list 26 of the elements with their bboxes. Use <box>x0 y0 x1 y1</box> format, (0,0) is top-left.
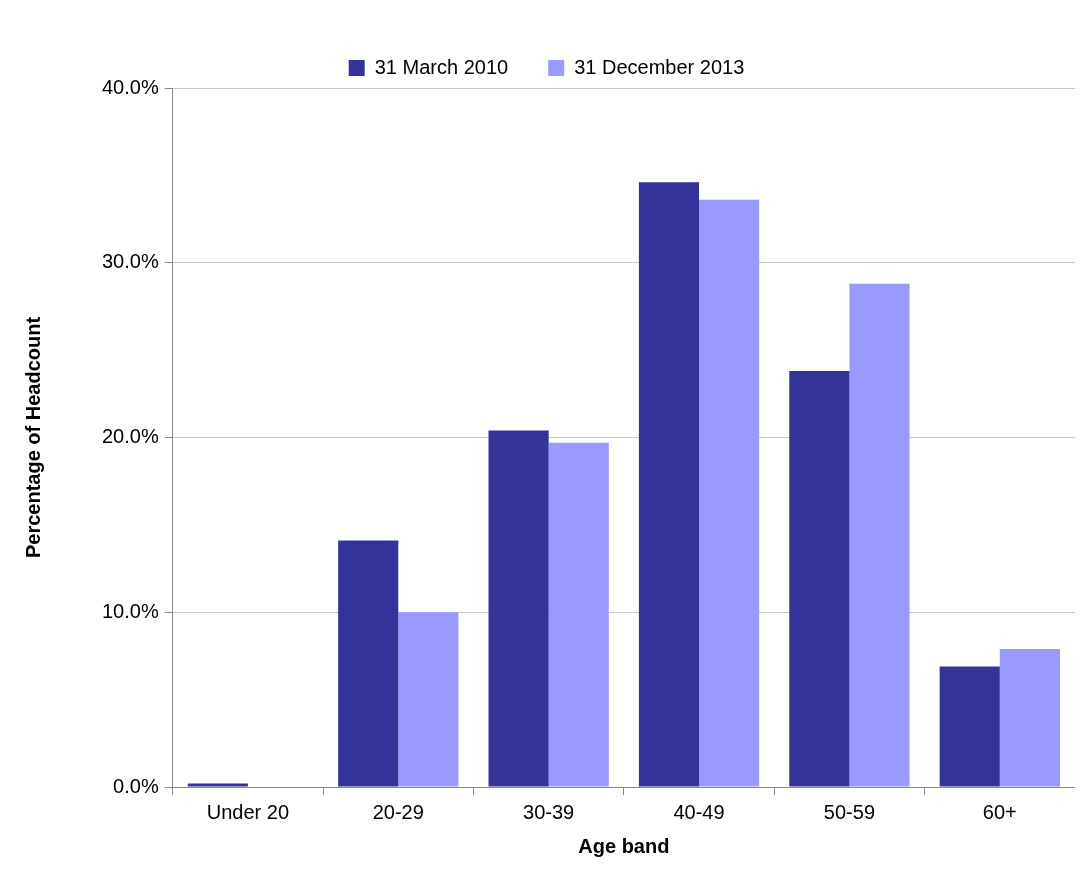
legend-label: 31 December 2013 <box>574 55 745 78</box>
y-tick-label: 10.0% <box>101 599 159 622</box>
legend-label: 31 March 2010 <box>374 55 509 78</box>
bar <box>187 783 248 787</box>
bar <box>488 430 549 787</box>
y-tick-label: 0.0% <box>113 774 159 797</box>
bar <box>548 442 609 787</box>
bar <box>999 648 1060 787</box>
y-axis-title: Percentage of Headcount <box>21 316 44 559</box>
bar <box>939 666 1000 787</box>
bar <box>638 182 700 787</box>
y-tick-label: 40.0% <box>101 75 159 98</box>
x-tick-label: 60+ <box>982 800 1017 823</box>
x-tick-label: 20-29 <box>372 800 424 823</box>
x-axis-title: Age band <box>578 834 670 857</box>
x-tick-label: 50-59 <box>823 800 876 823</box>
bar <box>699 199 760 787</box>
y-tick-label: 30.0% <box>101 250 159 273</box>
bar <box>849 283 910 787</box>
y-tick-label: 20.0% <box>101 425 159 448</box>
x-tick-label: 40-49 <box>673 800 725 823</box>
bar <box>398 612 459 787</box>
x-tick-label: 30-39 <box>523 800 575 823</box>
bar <box>338 540 399 787</box>
x-tick-label: Under 20 <box>206 800 290 823</box>
bar <box>789 371 850 787</box>
